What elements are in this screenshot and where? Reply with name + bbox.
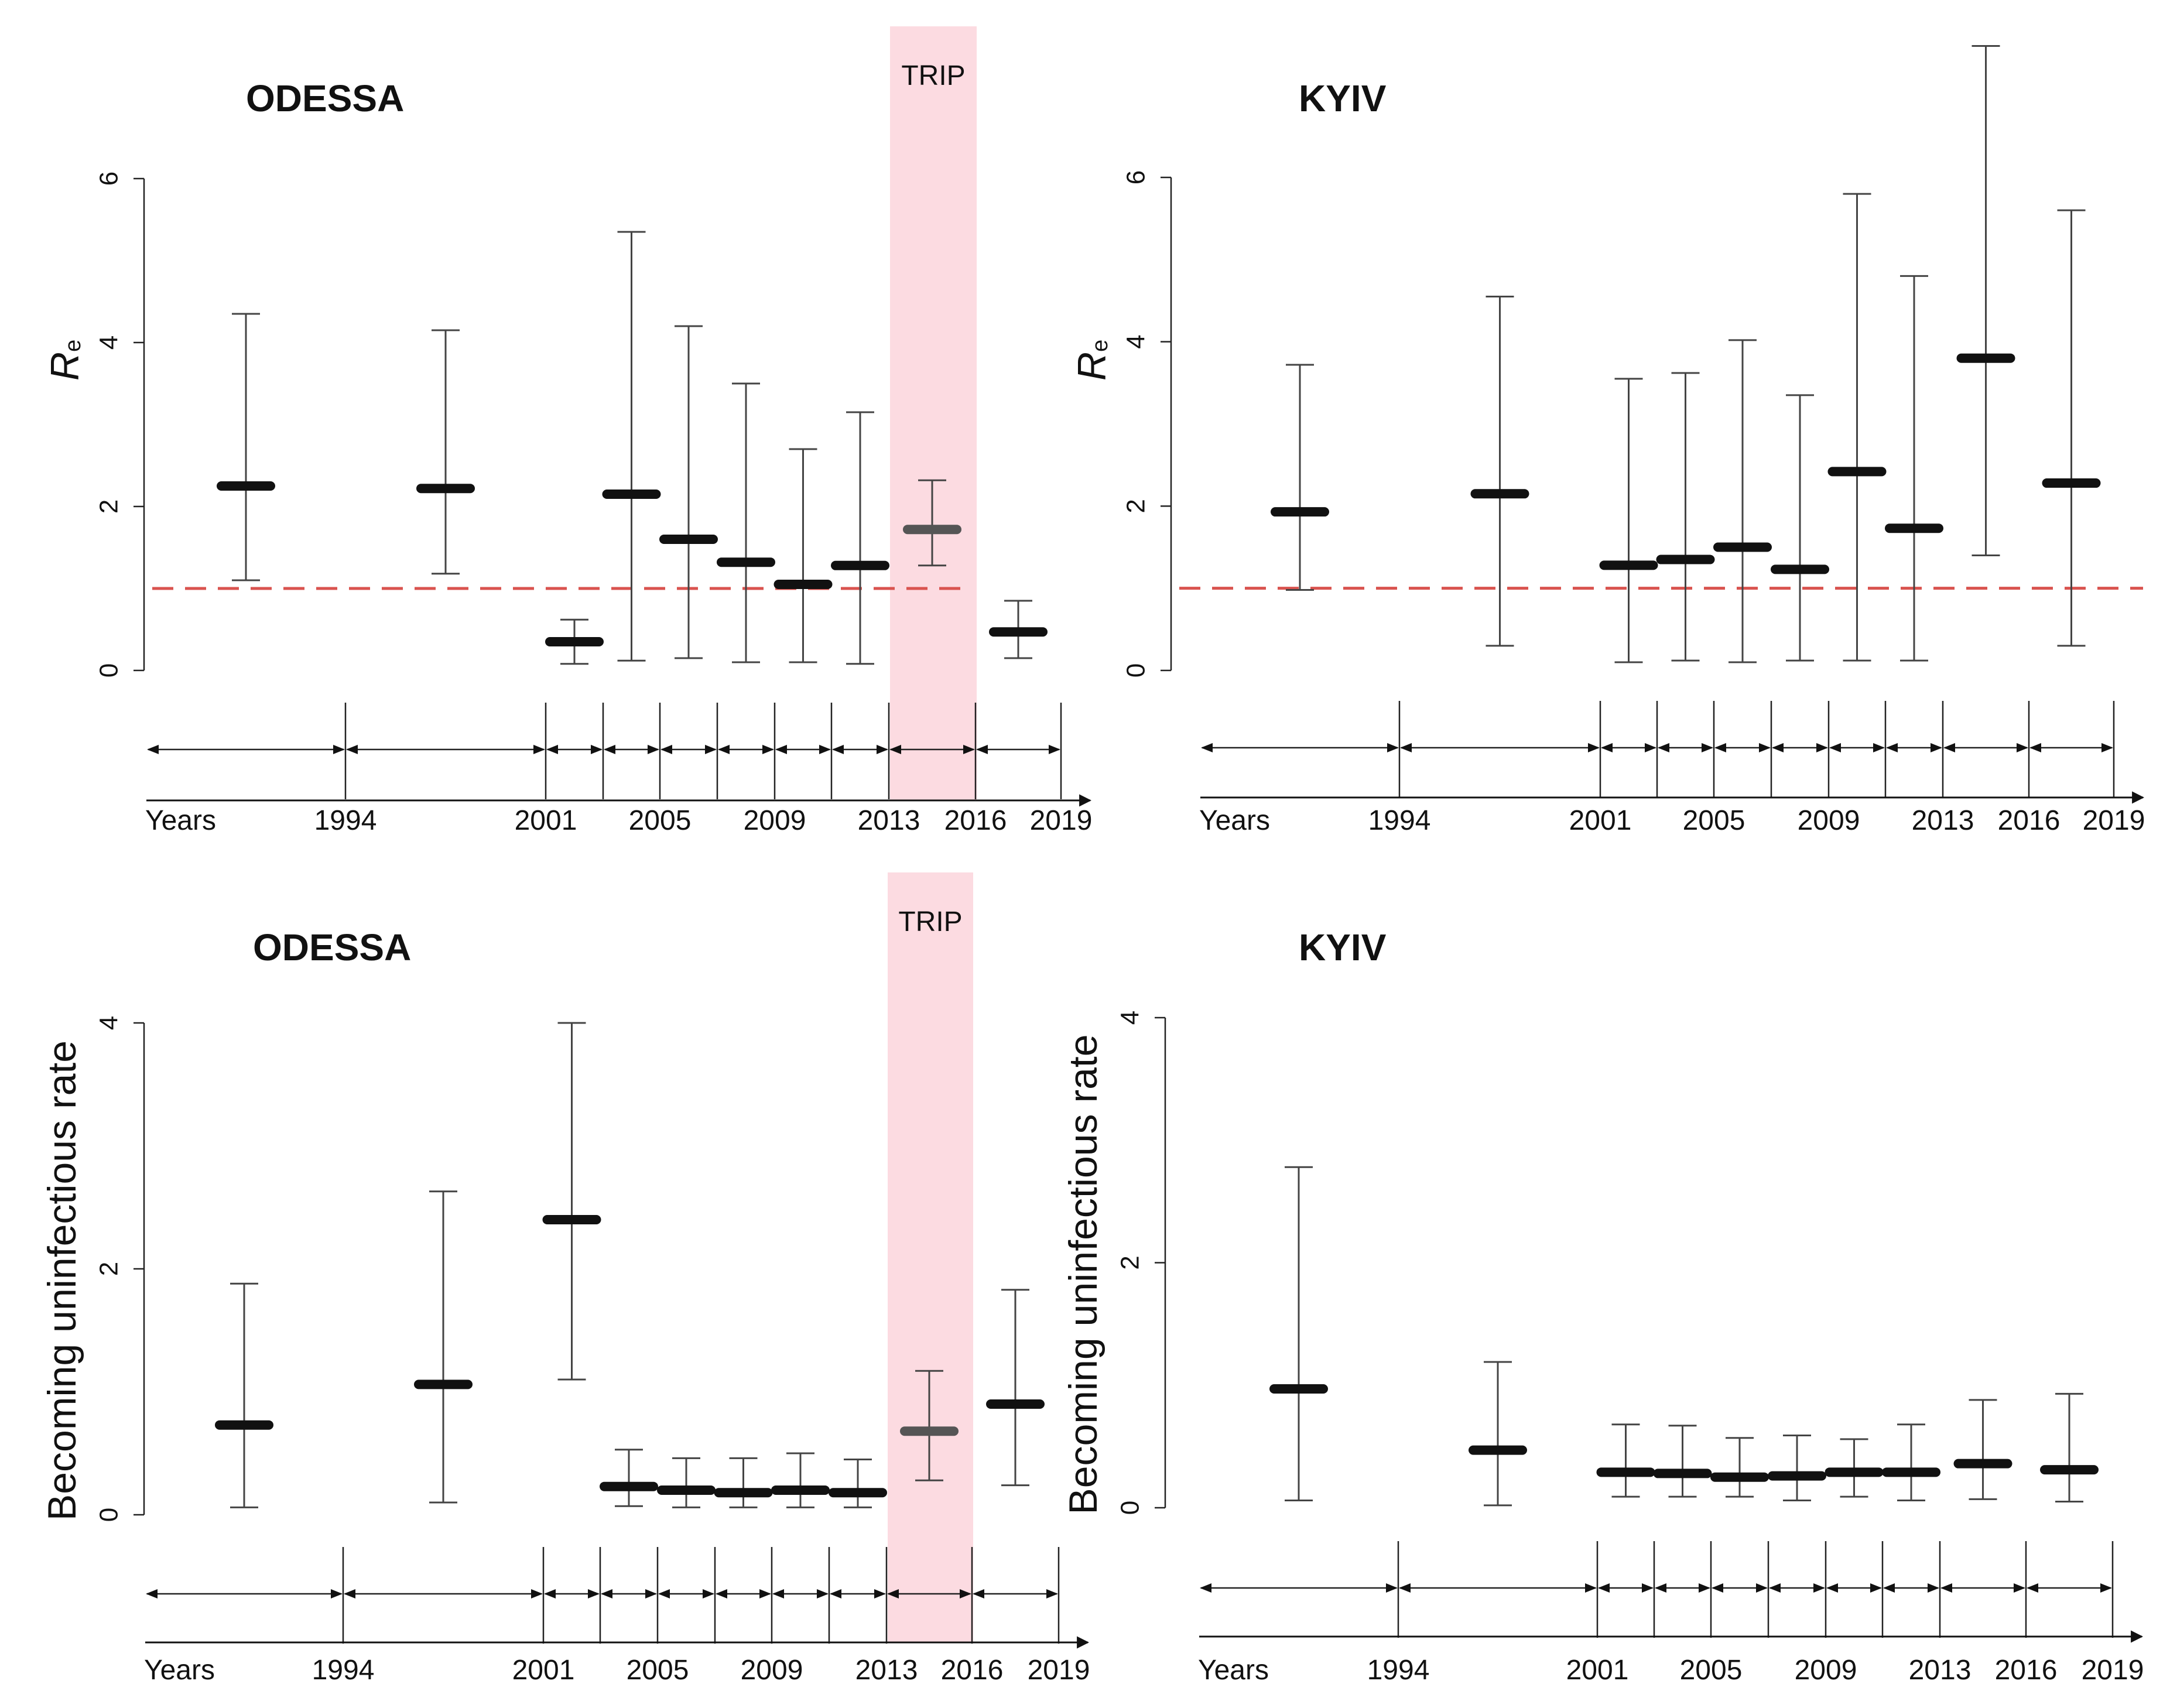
- year-label: 2013: [858, 805, 920, 836]
- y-tick-label: 4: [95, 1016, 124, 1030]
- year-label: 2001: [1569, 805, 1632, 836]
- x-axis-label: Years: [1199, 805, 1270, 836]
- y-axis-label: Re: [1070, 340, 1114, 381]
- y-axis-label: Becoming uninfectious rate: [40, 1040, 84, 1521]
- year-label: 2005: [1680, 1655, 1743, 1686]
- year-label: 2001: [515, 805, 577, 836]
- y-axis-label-main: R: [1070, 352, 1114, 381]
- year-label: 2019: [2083, 805, 2145, 836]
- panel-title: ODESSA: [253, 926, 411, 968]
- year-label: 2005: [1683, 805, 1745, 836]
- y-axis-label: Re: [43, 340, 87, 381]
- year-label: 2016: [1998, 805, 2061, 836]
- y-tick-label: 0: [95, 1508, 124, 1522]
- year-label: 2019: [2082, 1655, 2144, 1686]
- year-label: 2009: [744, 805, 806, 836]
- year-label: 1994: [312, 1655, 375, 1686]
- year-label: 1994: [1368, 805, 1431, 836]
- year-label: 2005: [629, 805, 692, 836]
- y-tick-label: 2: [1116, 1255, 1145, 1269]
- trip-label: TRIP: [898, 906, 962, 937]
- y-tick-label: 0: [1116, 1501, 1145, 1515]
- y-axis-label-sub: e: [1088, 340, 1113, 352]
- panel-odessa-uninfectious: TRIP ODESSA 0 2 4 Becoming uninfectious rate Y…: [40, 872, 1090, 1686]
- year-label: 2013: [1912, 805, 1974, 836]
- panel-odessa-re: TRIP ODESSA 0 2 4 6 Re Years 1994 2001 2005 2009 201…: [43, 26, 1092, 836]
- year-label: 2005: [627, 1655, 689, 1686]
- year-label: 2009: [1798, 805, 1860, 836]
- panel-kyiv-uninfectious: KYIV 0 2 4 Becoming uninfectious rate Years 19…: [1061, 926, 2144, 1686]
- year-label: 2016: [944, 805, 1007, 836]
- year-label: 1994: [1367, 1655, 1430, 1686]
- year-label: 2001: [1566, 1655, 1629, 1686]
- y-tick-label: 0: [1122, 663, 1151, 677]
- year-label: 2013: [855, 1655, 918, 1686]
- year-label: 2001: [512, 1655, 575, 1686]
- y-tick-label: 2: [95, 1262, 124, 1276]
- panel-kyiv-re: KYIV 0 2 4 6 Re Years 1994 2001 2005 2009 2013 2016 2…: [1070, 45, 2145, 836]
- x-axis-label: Years: [1198, 1655, 1269, 1686]
- y-tick-label: 6: [1122, 170, 1151, 184]
- year-label: 2013: [1909, 1655, 1972, 1686]
- year-label: 2009: [1795, 1655, 1857, 1686]
- y-tick-label: 6: [95, 172, 124, 186]
- panel-title: KYIV: [1299, 926, 1387, 968]
- x-axis-label: Years: [145, 805, 216, 836]
- y-tick-label: 4: [1122, 334, 1151, 348]
- y-axis-label: Becoming uninfectious rate: [1061, 1034, 1105, 1514]
- trip-label: TRIP: [901, 60, 965, 91]
- panel-title: ODESSA: [246, 77, 404, 119]
- y-tick-label: 2: [1122, 499, 1151, 513]
- panel-title: KYIV: [1299, 77, 1387, 119]
- trip-highlight-band: [888, 872, 973, 1642]
- year-label: 2016: [941, 1655, 1004, 1686]
- year-label: 2009: [741, 1655, 803, 1686]
- y-tick-label: 2: [95, 499, 124, 514]
- year-label: 2019: [1030, 805, 1093, 836]
- y-tick-label: 0: [95, 663, 124, 677]
- year-label: 2019: [1028, 1655, 1090, 1686]
- x-axis-label: Years: [144, 1655, 215, 1686]
- y-axis-label-sub: e: [61, 340, 85, 352]
- y-axis-label-main: R: [43, 352, 87, 381]
- trip-highlight-band: [890, 26, 977, 800]
- y-tick-label: 4: [1116, 1011, 1145, 1025]
- y-tick-label: 4: [95, 336, 124, 350]
- year-label: 2016: [1995, 1655, 2058, 1686]
- year-label: 1994: [314, 805, 377, 836]
